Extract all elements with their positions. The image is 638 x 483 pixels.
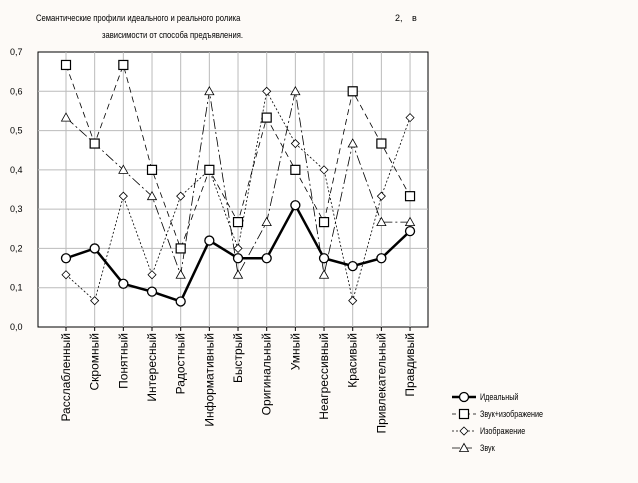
data-point-1 [232,217,244,228]
data-point-1 [60,59,72,71]
data-point-1 [404,191,416,202]
legend-marker-square [458,408,470,420]
data-point-3 [261,216,272,227]
x-tick-label: Быстрый [231,333,245,383]
legend-label: Идеальный [480,392,518,402]
data-point-1 [89,138,100,149]
y-tick-label: 0,5 [10,126,23,136]
data-point-1 [347,86,358,97]
chart-title-line1: Семантические профили идеального и реаль… [36,12,241,23]
data-point-1 [318,217,330,228]
data-point-2 [319,165,329,175]
data-point-1 [175,243,186,254]
x-tick-label: Радостный [174,333,188,394]
data-point-0 [118,278,129,289]
data-point-3 [175,269,186,279]
data-point-2 [176,191,186,201]
data-point-3 [404,216,416,227]
data-point-0 [146,286,158,297]
chart-title-line2: зависимости от способа предъявления. [102,29,243,40]
plot-area [37,51,429,328]
x-tick-label: Скромный [88,333,102,390]
x-tick-label: Интересный [145,333,159,402]
data-point-0 [175,296,186,307]
x-tick-label: Умный [288,333,302,370]
y-tick-label: 0,1 [10,283,23,293]
data-point-0 [204,235,215,246]
data-point-2 [405,113,415,123]
legend-marker-triangle [458,442,470,452]
data-point-0 [60,253,72,264]
data-point-2 [376,191,386,201]
data-point-2 [348,296,358,306]
data-point-2 [118,191,128,201]
data-point-1 [118,59,129,71]
chart-title-word: в [412,13,417,23]
data-point-0 [376,253,387,264]
data-point-2 [233,243,243,253]
data-point-0 [261,253,272,264]
x-tick-label: Неагрессивный [317,333,331,420]
legend-marker-circle [458,391,470,403]
data-point-1 [146,164,158,175]
data-point-3 [347,138,358,148]
legend-marker-diamond [459,426,469,436]
data-point-3 [118,164,129,174]
y-tick-label: 0,0 [10,322,23,332]
data-point-0 [404,225,416,237]
data-point-3 [146,190,158,201]
data-point-1 [376,138,387,149]
data-point-1 [204,164,215,175]
data-point-2 [147,270,157,280]
x-tick-label: Расслабленный [59,333,73,422]
data-point-0 [318,253,330,264]
y-tick-label: 0,4 [10,165,23,175]
y-tick-label: 0,2 [10,243,23,253]
legend-label: Изображение [480,426,526,436]
data-point-2 [61,270,71,280]
legend-label: Звук [480,443,495,453]
data-point-2 [262,86,272,96]
y-tick-label: 0,3 [10,204,23,214]
chart-title-num: 2, [395,13,403,23]
x-tick-label: Информативный [202,333,216,427]
data-point-0 [89,243,100,254]
y-tick-label: 0,6 [10,86,23,96]
data-point-2 [90,296,100,306]
x-tick-label: Оригинальный [260,333,274,415]
data-point-1 [261,112,272,123]
x-tick-label: Правдивый [403,333,417,397]
y-tick-label: 0,7 [10,47,23,57]
x-tick-label: Понятный [116,333,130,389]
data-point-0 [290,200,301,211]
data-point-3 [290,85,301,96]
data-point-2 [290,138,300,149]
data-point-3 [232,269,244,279]
x-tick-label: Привлекательный [374,333,388,434]
data-point-3 [318,269,330,279]
data-point-3 [376,216,387,227]
data-point-0 [347,260,358,272]
x-tick-label: Красивый [346,333,360,388]
data-point-3 [204,85,215,96]
data-point-1 [290,164,301,175]
data-point-3 [60,112,72,122]
legend-label: Звук+изображение [480,409,543,419]
data-point-0 [232,253,244,264]
